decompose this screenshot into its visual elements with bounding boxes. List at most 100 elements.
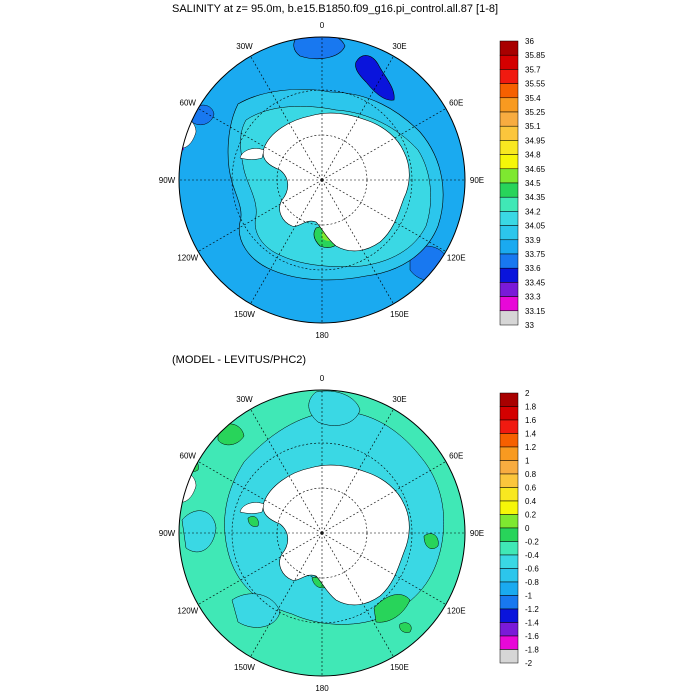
longitude-label: 150W (234, 310, 255, 319)
longitude-label: 90E (470, 529, 484, 538)
colorbar-box (499, 125, 519, 141)
longitude-label: 0 (320, 374, 325, 383)
difference-title: (MODEL - LEVITUS/PHC2) (172, 354, 306, 366)
longitude-label: 30W (236, 42, 253, 51)
longitude-label: 150E (390, 663, 409, 672)
colorbar-label: 33.45 (525, 278, 546, 287)
colorbar-label: 0 (525, 524, 530, 533)
salinity-map (179, 37, 465, 323)
longitude-label: 90E (470, 176, 484, 185)
colorbar-box (499, 83, 519, 99)
colorbar-box (499, 514, 519, 529)
colorbar-box (499, 168, 519, 184)
colorbar-box (499, 97, 519, 113)
colorbar-label: 35.4 (525, 94, 541, 103)
positive-patch-4 (399, 622, 412, 633)
longitude-label: 180 (315, 684, 329, 693)
colorbar-box (499, 253, 519, 269)
colorbar-label: 35.85 (525, 51, 546, 60)
colorbar-label: 35.7 (525, 65, 541, 74)
colorbar-label: 0.8 (525, 470, 537, 479)
salinity-longitude-labels: 0 30E 60E 90E 120E 150E 180 150W 120W 90W 60W 30W (159, 21, 484, 340)
longitude-label: 150E (390, 310, 409, 319)
colorbar-box (499, 608, 519, 623)
colorbar-label: 0.6 (525, 484, 537, 493)
colorbar-box (499, 282, 519, 297)
colorbar-label: -1.6 (525, 632, 539, 641)
difference-panel: (MODEL - LEVITUS/PHC2) (159, 354, 540, 693)
antarctic-peninsula (239, 502, 265, 514)
difference-longitude-labels: 0 30E 60E 90E 120E 150E 180 150W 120W 90W 60W 30W (159, 374, 484, 693)
colorbar-label: 34.8 (525, 151, 541, 160)
colorbar-label: -0.4 (525, 551, 539, 560)
longitude-label: 60W (180, 452, 197, 461)
colorbar-label: 1 (525, 457, 530, 466)
colorbar-box (499, 40, 519, 56)
colorbar-label: 0.2 (525, 511, 537, 520)
colorbar-box (499, 527, 519, 542)
colorbar-label: -0.2 (525, 538, 539, 547)
colorbar-label: 1.2 (525, 443, 537, 452)
colorbar-label: 35.25 (525, 108, 546, 117)
longitude-label: 30E (392, 42, 406, 51)
pacific-negative-patch (231, 593, 281, 628)
longitude-label: 30E (392, 395, 406, 404)
colorbar-label: -1.8 (525, 646, 539, 655)
colorbar-box (499, 267, 519, 283)
colorbar-box (499, 649, 519, 664)
colorbar-label: 34.5 (525, 179, 541, 188)
colorbar-label: -2 (525, 659, 533, 668)
salinity-map-border (178, 36, 466, 324)
colorbar-box (499, 419, 519, 434)
colorbar-label: 34.05 (525, 222, 546, 231)
longitude-label: 90W (159, 176, 176, 185)
difference-graticule (179, 390, 465, 676)
colorbar-box (499, 239, 519, 255)
longitude-label: 60E (449, 99, 463, 108)
antarctica-landmass (262, 112, 410, 252)
positive-patch-3 (373, 594, 411, 623)
longitude-label: 90W (159, 529, 176, 538)
longitude-label: 120W (177, 607, 198, 616)
salinity-graticule (179, 37, 465, 323)
colorbar-label: 2 (525, 389, 530, 398)
colorbar-label: 1.8 (525, 403, 537, 412)
colorbar-label: 35.55 (525, 80, 546, 89)
colorbar-label: -0.8 (525, 578, 539, 587)
colorbar-label: 34.95 (525, 136, 546, 145)
colorbar-box (499, 554, 519, 569)
longitude-label: 120E (447, 254, 466, 263)
longitude-label: 150W (234, 663, 255, 672)
colorbar-label: -1.4 (525, 619, 539, 628)
colorbar-box (499, 154, 519, 170)
colorbar-box (499, 211, 519, 226)
colorbar-box (499, 433, 519, 448)
difference-map-border (178, 389, 466, 677)
colorbar-box (499, 622, 519, 637)
colorbar-box (499, 140, 519, 155)
colorbar-box (499, 69, 519, 84)
colorbar-label: 34.65 (525, 165, 546, 174)
colorbar-label: 0.4 (525, 497, 537, 506)
colorbar-label: -0.6 (525, 565, 539, 574)
colorbar-box (499, 111, 519, 127)
longitude-label: 0 (320, 21, 325, 30)
longitude-label: 180 (315, 331, 329, 340)
positive-patch-5 (423, 533, 439, 549)
atlantic-fresh-patch (293, 37, 346, 59)
colorbar-box (499, 487, 519, 502)
salinity-panel: SALINITY at z= 95.0m, b.e15.B1850.f09_g1… (159, 3, 546, 340)
colorbar-label: 33.6 (525, 264, 541, 273)
colorbar-label: 33 (525, 321, 534, 330)
colorbar-label: 33.3 (525, 293, 541, 302)
colorbar-label: 34.35 (525, 193, 546, 202)
longitude-label: 120W (177, 254, 198, 263)
longitude-label: 30W (236, 395, 253, 404)
positive-patch-7 (247, 516, 259, 527)
salinity-title: SALINITY at z= 95.0m, b.e15.B1850.f09_g1… (172, 3, 498, 15)
colorbar-box (499, 595, 519, 610)
colorbar-box (499, 225, 519, 241)
colorbar-box (499, 406, 519, 421)
colorbar-box (499, 54, 519, 70)
colorbar-box (499, 296, 519, 312)
